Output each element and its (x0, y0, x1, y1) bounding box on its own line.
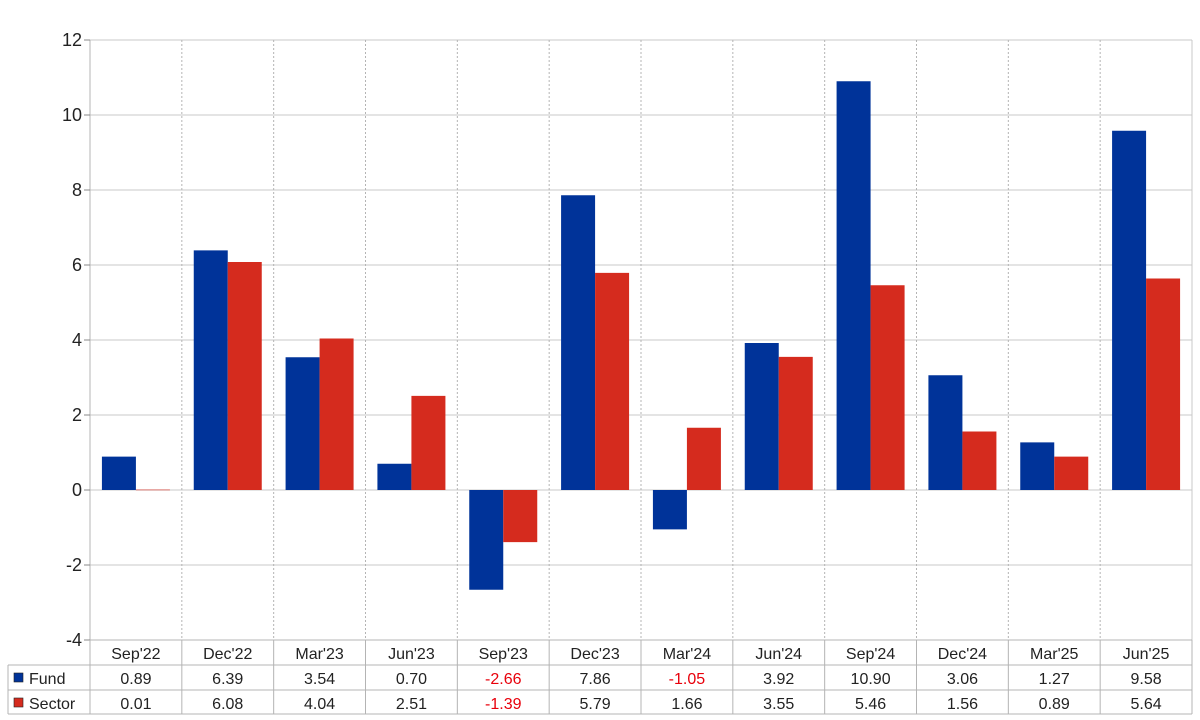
bar-fund (652, 490, 687, 530)
category-label: Dec'23 (570, 646, 619, 663)
category-label: Dec'24 (938, 646, 987, 663)
bar-fund (285, 357, 320, 490)
data-label-fund: 7.86 (580, 671, 611, 688)
data-label-sector: 4.04 (304, 696, 335, 713)
bar-sector (227, 262, 262, 490)
bar-sector (1054, 456, 1089, 490)
bar-sector (870, 285, 905, 490)
bar-sector (778, 356, 813, 490)
y-tick-label: 12 (62, 30, 82, 50)
data-label-sector: 5.64 (1131, 696, 1162, 713)
category-label: Jun'24 (755, 646, 802, 663)
bar-fund (377, 463, 412, 490)
data-label-sector: 6.08 (212, 696, 243, 713)
bar-fund (1020, 442, 1055, 490)
legend-label-fund: Fund (29, 671, 65, 688)
bar-fund (561, 195, 596, 490)
legend-swatch-fund (13, 672, 24, 683)
category-label: Dec'22 (203, 646, 252, 663)
legend-label-sector: Sector (29, 696, 76, 713)
bar-fund (836, 81, 871, 490)
data-label-fund: 9.58 (1131, 671, 1162, 688)
data-label-sector: 5.79 (580, 696, 611, 713)
bar-sector (962, 431, 997, 490)
y-tick-label: 10 (62, 105, 82, 125)
bar-fund (469, 490, 504, 590)
y-axis: -4 -2 0 2 4 6 8 10 12 (62, 30, 90, 650)
data-label-fund: 6.39 (212, 671, 243, 688)
category-label: Mar'25 (1030, 646, 1079, 663)
data-label-fund: 0.70 (396, 671, 427, 688)
data-label-fund: 10.90 (851, 671, 891, 688)
data-label-fund: 1.27 (1039, 671, 1070, 688)
bar-sector (319, 338, 354, 490)
legend-swatch-sector (13, 697, 24, 708)
data-label-fund: 0.89 (120, 671, 151, 688)
data-label-fund: 3.54 (304, 671, 335, 688)
category-label: Jun'25 (1123, 646, 1170, 663)
category-label: Sep'24 (846, 646, 895, 663)
y-tick-label: 4 (72, 330, 82, 350)
bar-sector (595, 272, 630, 490)
bar-fund (1112, 130, 1147, 490)
y-tick-label: -4 (66, 630, 82, 650)
y-tick-label: 6 (72, 255, 82, 275)
data-label-fund: 3.92 (763, 671, 794, 688)
data-label-sector: 1.56 (947, 696, 978, 713)
data-label-fund: 3.06 (947, 671, 978, 688)
data-label-fund: -1.05 (669, 671, 706, 688)
data-label-sector: 1.66 (671, 696, 702, 713)
bar-sector (503, 490, 538, 543)
category-label: Sep'22 (111, 646, 160, 663)
data-label-sector: 3.55 (763, 696, 794, 713)
bar-fund (928, 375, 963, 490)
category-label: Sep'23 (479, 646, 528, 663)
bar-sector (1146, 278, 1181, 490)
category-label: Jun'23 (388, 646, 435, 663)
data-label-sector: 0.89 (1039, 696, 1070, 713)
bar-fund (744, 343, 779, 490)
y-tick-label: 2 (72, 405, 82, 425)
category-label: Mar'23 (295, 646, 344, 663)
gridlines (89, 39, 1193, 641)
category-label: Mar'24 (663, 646, 712, 663)
y-tick-label: 0 (72, 480, 82, 500)
bar-fund (101, 456, 136, 490)
data-label-sector: 0.01 (120, 696, 151, 713)
bar-sector (686, 427, 721, 490)
data-label-sector: 5.46 (855, 696, 886, 713)
bars (101, 81, 1181, 590)
data-label-sector: -1.39 (485, 696, 522, 713)
bar-fund (193, 250, 228, 490)
bar-sector (135, 489, 170, 491)
bar-sector (411, 395, 446, 490)
y-tick-label: 8 (72, 180, 82, 200)
y-tick-label: -2 (66, 555, 82, 575)
data-label-sector: 2.51 (396, 696, 427, 713)
data-table: Sep'22 Dec'22 Mar'23 Jun'23 Sep'23 Dec'23 Mar'… (7, 639, 1193, 715)
data-label-fund: -2.66 (485, 671, 522, 688)
